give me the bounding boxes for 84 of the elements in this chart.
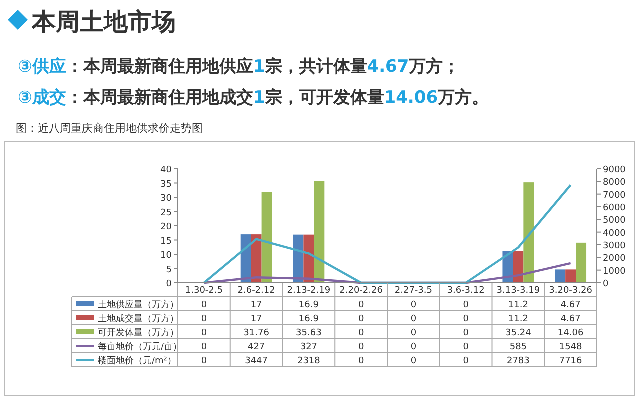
- data-label: 0: [358, 356, 364, 366]
- data-label: 427: [248, 342, 266, 352]
- y-tick-label: 0: [166, 280, 172, 290]
- y-tick-label: 40: [160, 166, 172, 176]
- legend-label: 可开发体量（万方）: [98, 328, 179, 338]
- bar: [576, 242, 587, 283]
- data-label: 585: [510, 342, 528, 352]
- x-tick-label: 2.20-2.26: [340, 286, 384, 296]
- text: ③供应：本周最新商住用地供应1宗，共计体量4.67万方；: [18, 57, 460, 77]
- data-label: 0: [358, 342, 364, 352]
- data-label: 0: [201, 356, 208, 366]
- data-label: 4.67: [560, 314, 581, 324]
- data-label: 16.9: [298, 300, 320, 310]
- data-label: 35.63: [296, 328, 322, 338]
- y-tick-label: 35: [160, 180, 172, 190]
- data-label: 0: [201, 300, 208, 310]
- bar: [262, 192, 272, 283]
- y2-tick-label: 9000: [603, 166, 626, 176]
- y2-tick-label: 8000: [603, 178, 626, 188]
- data-label: 2783: [506, 356, 530, 366]
- y2-tick-label: 3000: [603, 242, 626, 252]
- data-label: 0: [463, 356, 470, 366]
- x-tick-label: 3.6-3.12: [447, 286, 485, 296]
- line-series: [203, 184, 572, 284]
- y-tick-label: 25: [160, 208, 172, 218]
- data-label: 0: [410, 328, 417, 338]
- data-label: 0: [201, 328, 208, 338]
- data-label: 0: [410, 356, 417, 366]
- y2-tick-label: 1000: [603, 266, 626, 277]
- y2-tick-label: 4000: [603, 228, 626, 239]
- y-tick-label: 20: [160, 222, 172, 232]
- data-label: 35.24: [506, 328, 532, 338]
- y-tick-label: 5: [166, 265, 172, 276]
- x-tick-label: 2.27-3.5: [394, 286, 432, 296]
- data-label: 17: [250, 300, 262, 310]
- y2-tick-label: 0: [603, 280, 609, 290]
- legend-label: 土地成交量（万方）: [98, 314, 179, 324]
- data-label: 11.2: [508, 300, 528, 310]
- data-label: 14.06: [558, 328, 584, 338]
- bar: [555, 270, 566, 283]
- x-tick-label: 3.20-3.26: [549, 286, 593, 296]
- x-tick-label: 2.13-2.19: [287, 286, 331, 296]
- y-tick-label: 30: [160, 194, 172, 204]
- data-label: 11.2: [508, 314, 528, 324]
- data-label: 0: [463, 328, 470, 338]
- data-label: 0: [358, 314, 364, 324]
- legend-label: 楼面地价（元/m²）: [98, 356, 176, 366]
- text: 图：近八周重庆商住用地供求价走势图: [16, 122, 203, 135]
- y2-tick-label: 7000: [603, 190, 626, 201]
- data-label: 0: [358, 300, 364, 310]
- data-label: 0: [463, 342, 470, 352]
- data-label: 31.76: [244, 328, 270, 338]
- data-label: 3447: [245, 356, 268, 366]
- data-label: 1548: [559, 342, 583, 352]
- bar: [524, 182, 534, 283]
- data-label: 0: [410, 300, 417, 310]
- chart-title: 本周土地市场: [31, 8, 176, 36]
- data-label: 17: [250, 314, 262, 324]
- data-label: 4.67: [560, 300, 581, 310]
- text: ③成交：本周最新商住用地成交1宗，可开发体量14.06万方。: [18, 88, 490, 108]
- y2-tick-label: 6000: [603, 204, 626, 214]
- data-label: 0: [410, 314, 417, 324]
- data-label: 0: [463, 314, 470, 324]
- data-label: 0: [358, 328, 364, 338]
- x-tick-label: 3.13-3.19: [496, 286, 540, 296]
- y-tick-label: 15: [160, 236, 172, 247]
- data-label: 2318: [297, 356, 321, 366]
- data-label: 0: [463, 300, 470, 310]
- y2-tick-label: 2000: [603, 254, 626, 264]
- y2-tick-label: 5000: [603, 216, 626, 226]
- bar: [513, 251, 524, 283]
- bar: [566, 270, 576, 283]
- data-label: 7716: [559, 356, 583, 366]
- legend-label: 土地供应量（万方）: [98, 300, 179, 310]
- data-label: 0: [201, 314, 208, 324]
- bar: [314, 181, 325, 283]
- data-label: 0: [201, 342, 208, 352]
- x-tick-label: 1.30-2.5: [185, 286, 223, 296]
- y-tick-label: 10: [160, 251, 172, 261]
- data-label: 16.9: [298, 314, 320, 324]
- legend-label: 每亩地价（万元/亩）: [98, 342, 182, 352]
- data-label: 327: [300, 342, 318, 352]
- x-tick-label: 2.6-2.12: [238, 286, 276, 296]
- data-label: 0: [410, 342, 417, 352]
